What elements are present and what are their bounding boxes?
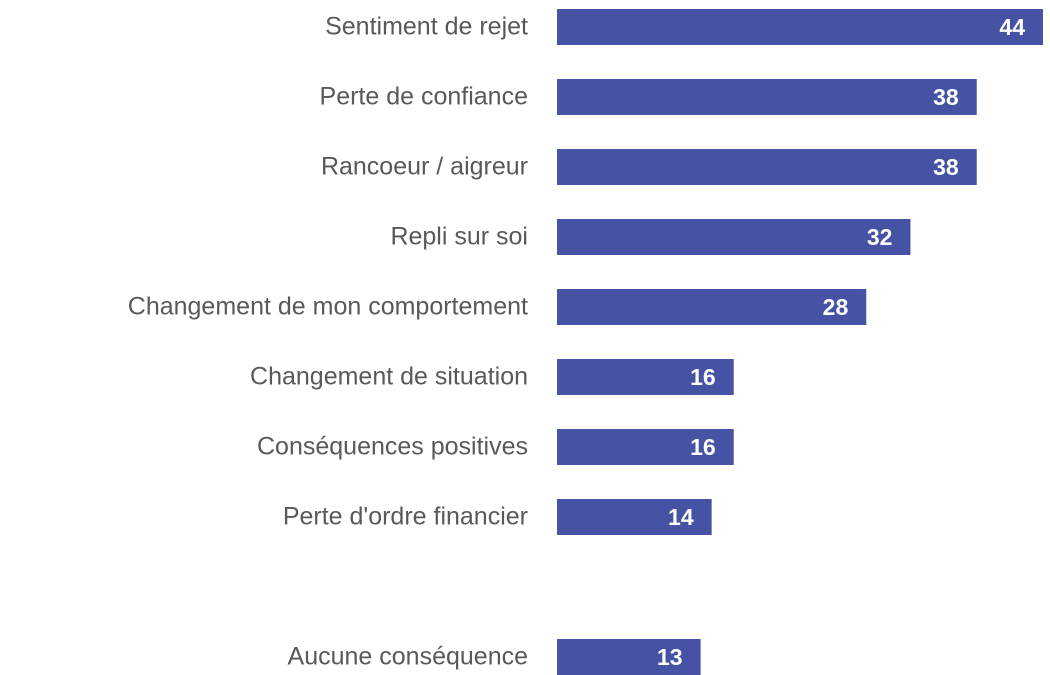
value-label: 38 [933,84,959,110]
value-label: 16 [690,364,716,390]
value-label: 14 [668,504,694,530]
bar [557,149,977,185]
bar [557,219,911,255]
value-label: 16 [690,434,716,460]
bar [557,359,734,395]
category-label: Sentiment de rejet [325,13,528,41]
category-label: Perte d'ordre financier [283,503,528,531]
bar [557,289,867,325]
bar [557,639,701,675]
category-label: Conséquences positives [257,433,528,461]
value-label: 32 [867,224,893,250]
category-label: Aucune conséquence [288,643,528,671]
category-label: Rancoeur / aigreur [321,153,528,181]
category-label: Changement de mon comportement [128,293,528,321]
value-label: 38 [933,154,959,180]
bar [557,79,977,115]
bar [557,9,1043,45]
bar [557,429,734,465]
category-label: Repli sur soi [390,223,528,251]
bar [557,499,712,535]
category-label: Perte de confiance [320,83,528,111]
value-label: 13 [657,644,683,670]
value-label: 28 [823,294,849,320]
value-label: 44 [999,14,1025,40]
category-label: Changement de situation [250,363,528,391]
